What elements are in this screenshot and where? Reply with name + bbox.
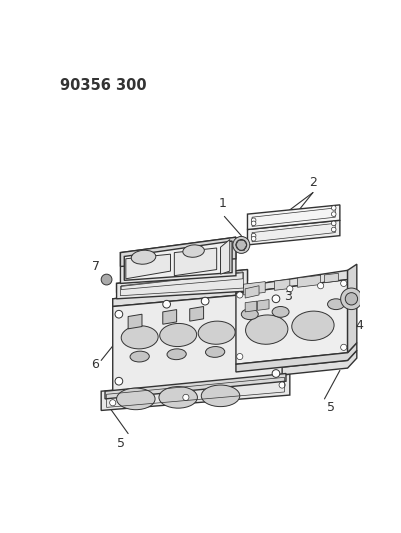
Circle shape bbox=[345, 293, 358, 305]
Circle shape bbox=[287, 286, 293, 292]
Polygon shape bbox=[113, 281, 282, 304]
Polygon shape bbox=[247, 205, 340, 230]
Polygon shape bbox=[120, 237, 236, 266]
Ellipse shape bbox=[198, 321, 235, 344]
Polygon shape bbox=[174, 248, 217, 276]
Circle shape bbox=[340, 288, 362, 310]
Ellipse shape bbox=[241, 309, 258, 320]
Polygon shape bbox=[190, 306, 204, 321]
Circle shape bbox=[115, 310, 123, 318]
Ellipse shape bbox=[131, 250, 156, 264]
Text: 5: 5 bbox=[327, 401, 335, 414]
Text: 6: 6 bbox=[91, 358, 99, 371]
Polygon shape bbox=[348, 264, 357, 353]
Circle shape bbox=[279, 382, 285, 388]
Circle shape bbox=[109, 400, 116, 406]
Ellipse shape bbox=[328, 299, 344, 310]
Polygon shape bbox=[236, 280, 348, 364]
Circle shape bbox=[201, 297, 209, 305]
Circle shape bbox=[331, 227, 336, 232]
Ellipse shape bbox=[206, 346, 225, 357]
Polygon shape bbox=[126, 254, 170, 279]
Ellipse shape bbox=[160, 324, 196, 346]
Ellipse shape bbox=[245, 315, 288, 344]
Ellipse shape bbox=[233, 237, 250, 253]
Ellipse shape bbox=[117, 388, 155, 410]
Ellipse shape bbox=[121, 326, 158, 349]
Polygon shape bbox=[221, 239, 230, 274]
Text: 7: 7 bbox=[92, 261, 100, 273]
Text: 4: 4 bbox=[355, 319, 363, 332]
Ellipse shape bbox=[183, 245, 205, 257]
Circle shape bbox=[163, 301, 170, 308]
Circle shape bbox=[183, 394, 189, 400]
Polygon shape bbox=[324, 273, 338, 282]
Polygon shape bbox=[124, 241, 232, 280]
Circle shape bbox=[331, 206, 336, 210]
Polygon shape bbox=[245, 301, 257, 312]
Circle shape bbox=[331, 221, 336, 225]
Circle shape bbox=[331, 212, 336, 216]
Polygon shape bbox=[236, 343, 357, 372]
Ellipse shape bbox=[130, 351, 149, 362]
Polygon shape bbox=[257, 300, 269, 310]
Polygon shape bbox=[244, 281, 265, 295]
Ellipse shape bbox=[236, 239, 247, 251]
Ellipse shape bbox=[292, 311, 334, 341]
Circle shape bbox=[237, 292, 243, 298]
Polygon shape bbox=[120, 237, 236, 284]
Ellipse shape bbox=[167, 349, 186, 360]
Circle shape bbox=[115, 377, 123, 385]
Circle shape bbox=[237, 353, 243, 360]
Polygon shape bbox=[113, 291, 282, 395]
Polygon shape bbox=[113, 281, 282, 306]
Circle shape bbox=[101, 274, 112, 285]
Polygon shape bbox=[236, 270, 348, 294]
Text: 2: 2 bbox=[309, 176, 317, 189]
Polygon shape bbox=[117, 270, 247, 299]
Circle shape bbox=[340, 344, 347, 350]
Text: 5: 5 bbox=[117, 438, 125, 450]
Circle shape bbox=[318, 282, 324, 289]
Circle shape bbox=[340, 280, 347, 287]
Circle shape bbox=[251, 218, 256, 223]
Polygon shape bbox=[128, 314, 142, 329]
Polygon shape bbox=[274, 279, 290, 290]
Ellipse shape bbox=[201, 385, 240, 407]
Circle shape bbox=[251, 233, 256, 238]
Polygon shape bbox=[236, 350, 357, 379]
Text: 1: 1 bbox=[219, 197, 227, 210]
Ellipse shape bbox=[159, 386, 197, 408]
Polygon shape bbox=[101, 374, 290, 410]
Circle shape bbox=[272, 295, 280, 303]
Polygon shape bbox=[117, 270, 247, 293]
Polygon shape bbox=[247, 220, 340, 245]
Text: 3: 3 bbox=[284, 290, 292, 303]
Circle shape bbox=[272, 370, 280, 377]
Polygon shape bbox=[298, 275, 321, 287]
Text: 90356 300: 90356 300 bbox=[61, 78, 147, 93]
Polygon shape bbox=[163, 310, 176, 324]
Circle shape bbox=[251, 237, 256, 241]
Circle shape bbox=[251, 221, 256, 225]
Ellipse shape bbox=[272, 306, 289, 317]
Polygon shape bbox=[105, 374, 286, 399]
Polygon shape bbox=[245, 286, 259, 298]
